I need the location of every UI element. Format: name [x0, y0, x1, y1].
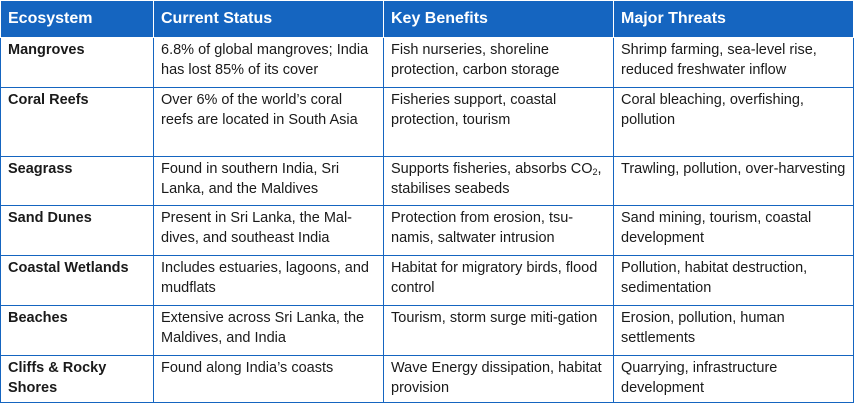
threats-cell: Quarrying, infrastructure development	[613, 355, 854, 403]
ecosystem-cell: Cliffs & Rocky Shores	[0, 355, 154, 403]
benefits-text-post: , stabilises seabeds	[391, 161, 602, 197]
table-row: Beaches Extensive across Sri Lanka, the …	[0, 305, 854, 356]
benefits-cell: Tourism, storm surge miti-gation	[383, 305, 614, 356]
header-row: Ecosystem Current Status Key Benefits Ma…	[0, 0, 854, 38]
benefits-cell: Fish nurseries, shoreline protection, ca…	[383, 37, 614, 88]
table-row: Coral Reefs Over 6% of the world’s coral…	[0, 87, 854, 157]
benefits-cell: Fisheries support, coastal protection, t…	[383, 87, 614, 157]
header-major-threats: Major Threats	[613, 0, 854, 38]
header-ecosystem: Ecosystem	[0, 0, 154, 38]
status-cell: Includes estuaries, lagoons, and mudflat…	[153, 255, 384, 306]
threats-cell: Trawling, pollution, over-harvesting	[613, 156, 854, 206]
benefits-cell: Protection from erosion, tsu-namis, salt…	[383, 205, 614, 256]
ecosystem-cell: Seagrass	[0, 156, 154, 206]
status-cell: Found in southern India, Sri Lanka, and …	[153, 156, 384, 206]
status-cell: Found along India’s coasts	[153, 355, 384, 403]
status-cell: 6.8% of global mangroves; India has lost…	[153, 37, 384, 88]
threats-cell: Coral bleaching, overfishing, pollution	[613, 87, 854, 157]
ecosystem-cell: Coral Reefs	[0, 87, 154, 157]
table-row: Coastal Wetlands Includes estuaries, lag…	[0, 255, 854, 306]
benefits-cell: Wave Energy dissipation, habitat provisi…	[383, 355, 614, 403]
threats-cell: Shrimp farming, sea-level rise, reduced …	[613, 37, 854, 88]
table-row: Sand Dunes Present in Sri Lanka, the Mal…	[0, 205, 854, 256]
co2-subscript: 2	[592, 167, 598, 177]
table-row: Seagrass Found in southern India, Sri La…	[0, 156, 854, 206]
threats-cell: Erosion, pollution, human settlements	[613, 305, 854, 356]
ecosystem-cell: Sand Dunes	[0, 205, 154, 256]
table-row: Mangroves 6.8% of global mangroves; Indi…	[0, 37, 854, 88]
benefits-cell: Supports fisheries, absorbs CO2, stabili…	[383, 156, 614, 206]
status-cell: Present in Sri Lanka, the Mal-dives, and…	[153, 205, 384, 256]
benefits-text-pre: Supports fisheries, absorbs CO	[391, 161, 593, 177]
table-row: Cliffs & Rocky Shores Found along India’…	[0, 355, 854, 403]
ecosystem-cell: Mangroves	[0, 37, 154, 88]
ecosystem-cell: Beaches	[0, 305, 154, 356]
threats-cell: Pollution, habitat destruction, sediment…	[613, 255, 854, 306]
status-cell: Extensive across Sri Lanka, the Maldives…	[153, 305, 384, 356]
benefits-cell: Habitat for migratory birds, flood contr…	[383, 255, 614, 306]
threats-cell: Sand mining, tourism, coastal developmen…	[613, 205, 854, 256]
header-key-benefits: Key Benefits	[383, 0, 614, 38]
status-cell: Over 6% of the world’s coral reefs are l…	[153, 87, 384, 157]
header-current-status: Current Status	[153, 0, 384, 38]
ecosystem-cell: Coastal Wetlands	[0, 255, 154, 306]
